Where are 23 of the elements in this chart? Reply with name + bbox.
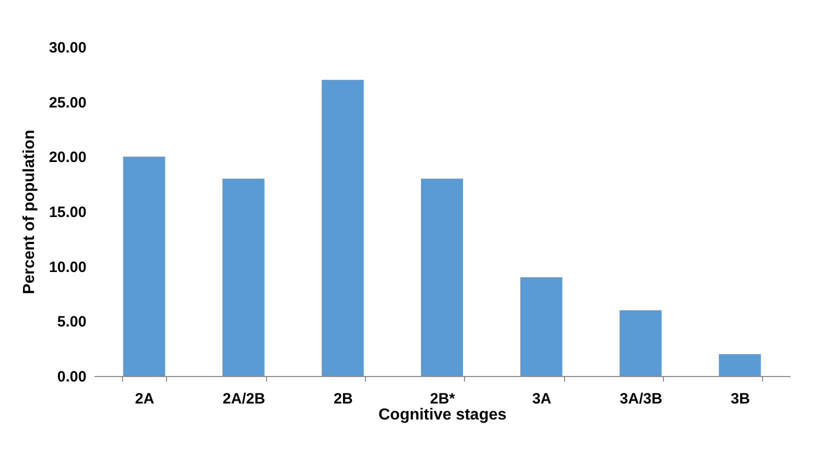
x-tick-label: 3A/3B	[620, 390, 662, 408]
y-tick-label: 10.00	[48, 258, 86, 276]
bar	[222, 178, 264, 376]
bar	[718, 354, 761, 376]
y-tick-label: 0.00	[57, 368, 86, 386]
x-axis-title: Cognitive stages	[378, 406, 507, 424]
x-tick-label: 2A/2B	[222, 390, 266, 408]
x-tick-label: 3A	[532, 390, 552, 408]
x-tick-label: 2A	[135, 390, 154, 408]
x-tick-label: 2B	[334, 390, 353, 408]
x-tick-label: 2B*	[430, 390, 456, 408]
y-tick-label: 5.00	[57, 314, 86, 331]
bar	[520, 277, 562, 376]
y-tick-label: 20.00	[48, 149, 86, 166]
bar	[322, 80, 364, 376]
y-tick-label: 15.00	[48, 204, 86, 221]
bar	[620, 310, 662, 376]
bar	[123, 156, 166, 376]
y-axis-title: Percent of population	[20, 130, 38, 294]
y-tick-label: 30.00	[48, 40, 86, 56]
bar	[421, 178, 463, 376]
y-tick-label: 25.00	[48, 94, 86, 112]
x-tick-label: 3B	[730, 390, 750, 408]
